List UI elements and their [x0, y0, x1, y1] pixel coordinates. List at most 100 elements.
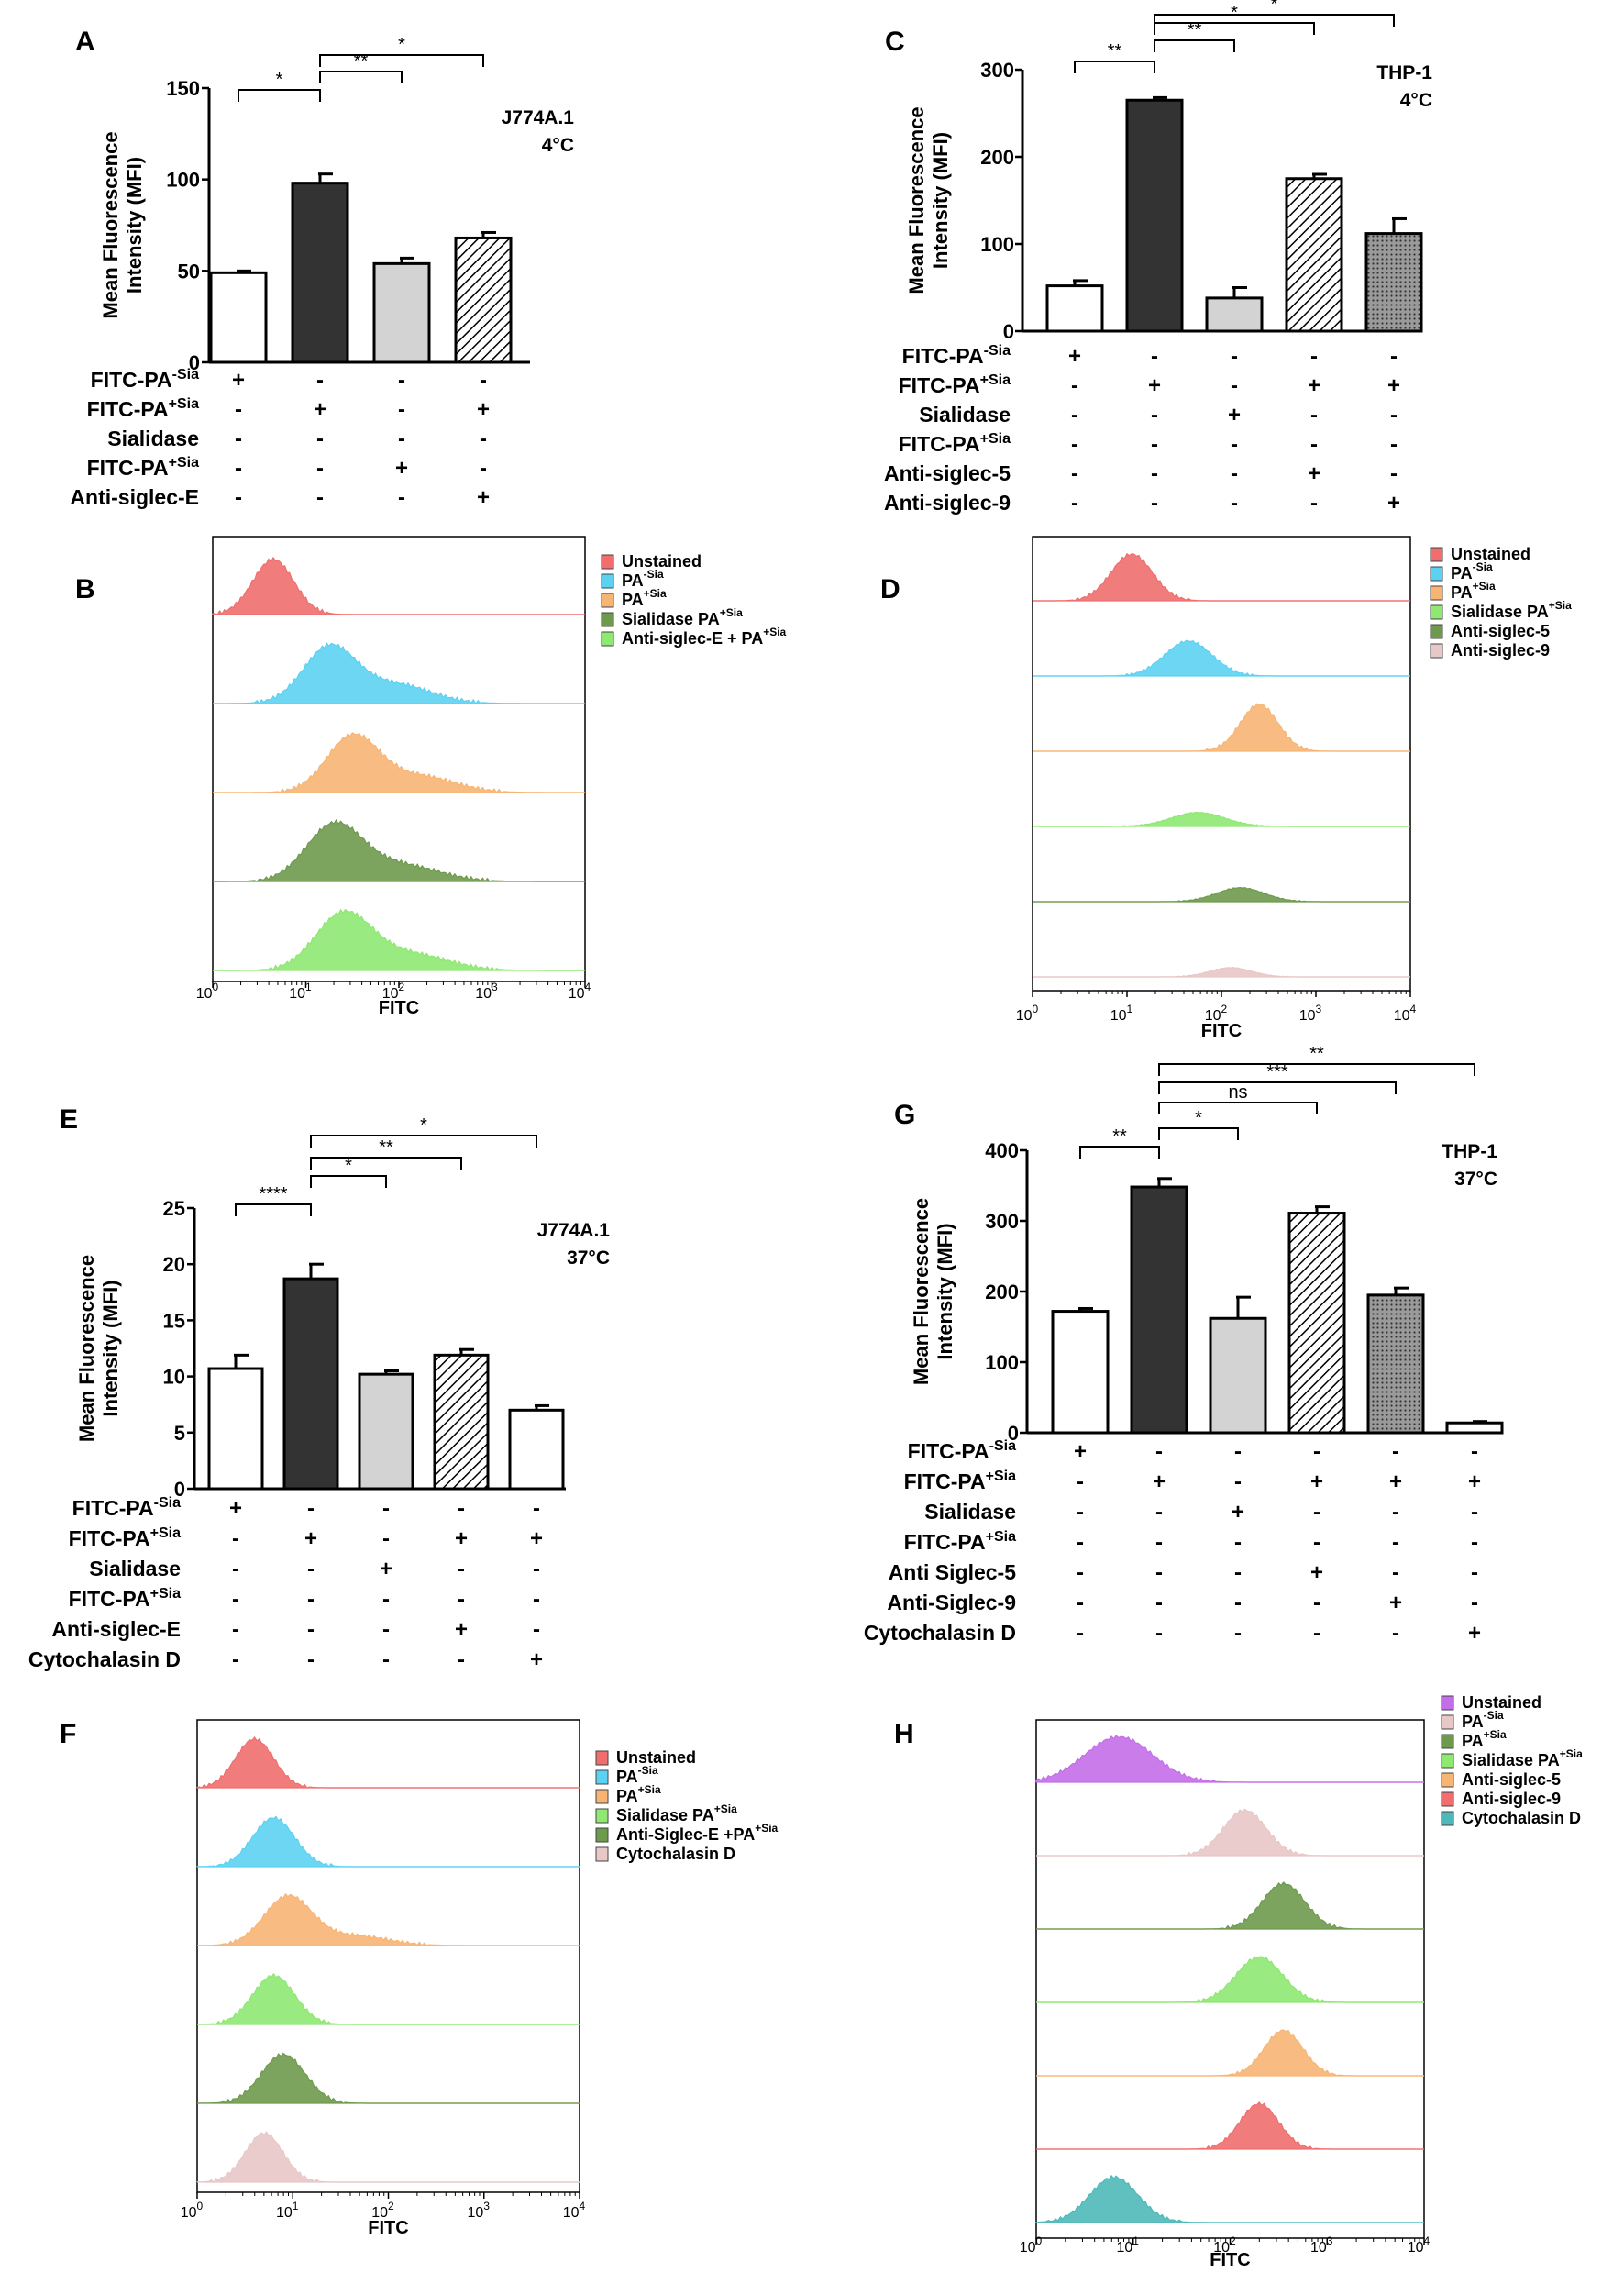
a-condition-mark: - [398, 427, 405, 451]
d-legend-swatch [1430, 604, 1443, 620]
c-condition-mark: - [1071, 461, 1078, 486]
f-x-tick-label: 102 [371, 2200, 394, 2221]
a-condition-label: FITC-PA-Sia [91, 367, 199, 392]
c-condition-label: FITC-PA+Sia [899, 431, 1011, 456]
b-legend-label: Unstained [622, 552, 702, 571]
e-condition-mark: - [382, 1496, 390, 1521]
g-condition-mark: - [1392, 1439, 1399, 1464]
c-y-axis-label: Intensity (MFI) [929, 132, 952, 269]
g-significance-bracket [1079, 1146, 1160, 1159]
f-legend-label: PA-Sia [616, 1764, 658, 1786]
a-bar [372, 261, 431, 364]
c-condition-mark: - [1231, 373, 1238, 398]
c-y-tick-label: 100 [980, 233, 1014, 256]
g-condition-mark: - [1077, 1621, 1084, 1646]
g-condition-mark: - [1392, 1530, 1399, 1555]
c-bar [1364, 232, 1423, 333]
b-x-tick-label: 100 [196, 981, 219, 1002]
d-x-tick-label: 100 [1016, 1003, 1039, 1024]
e-condition-mark: - [232, 1526, 239, 1551]
e-condition-mark: - [458, 1587, 465, 1612]
f-legend-label: Unstained [616, 1748, 696, 1767]
c-condition-mark: - [1151, 344, 1158, 369]
a-condition-label: Anti-siglec-E [70, 485, 199, 509]
g-condition-mark: - [1313, 1439, 1320, 1464]
e-bar [508, 1408, 565, 1491]
d-histogram-track [1033, 886, 1410, 903]
c-condition-mark: + [1308, 373, 1320, 398]
d-histogram-track [1033, 966, 1410, 978]
e-condition-mark: - [382, 1526, 390, 1551]
c-condition-mark: + [1387, 373, 1400, 398]
b-legend-label: PA+Sia [622, 587, 667, 609]
c-condition-mark: - [1310, 491, 1318, 516]
e-condition-mark: - [458, 1557, 465, 1581]
e-condition-mark: - [382, 1587, 390, 1612]
d-legend-swatch [1430, 547, 1443, 562]
e-condition-label: FITC-PA-Sia [72, 1495, 181, 1520]
a-significance-bracket [238, 89, 321, 102]
c-bar [1045, 284, 1104, 333]
e-condition-mark: - [533, 1496, 540, 1521]
c-condition-mark: - [1231, 461, 1238, 486]
a-condition-label: FITC-PA+Sia [87, 455, 199, 480]
f-histogram-track [196, 1815, 580, 1868]
e-significance-bracket [310, 1157, 462, 1170]
f-legend-swatch [595, 1769, 609, 1785]
d-x-axis-label: FITC [1201, 1021, 1242, 1041]
a-condition-mark: - [316, 485, 324, 510]
a-condition-mark: + [477, 397, 490, 422]
b-histogram-track [213, 818, 585, 883]
c-significance-bracket [1154, 39, 1235, 52]
e-condition-mark: - [533, 1617, 540, 1642]
e-significance-label: ** [379, 1137, 393, 1158]
c-condition-label: Anti-siglec-5 [884, 461, 1011, 485]
e-y-tick-label: 20 [163, 1253, 185, 1276]
b-legend-label: Sialidase PA+Sia [622, 606, 743, 628]
a-condition-mark: - [398, 368, 405, 393]
g-condition-mark: + [1074, 1439, 1087, 1464]
a-bar [454, 236, 513, 364]
g-condition-mark: + [1232, 1500, 1244, 1525]
b-legend-swatch [601, 612, 614, 627]
a-y-axis-label: Mean Fluorescence [99, 131, 122, 318]
g-condition-mark: - [1077, 1591, 1084, 1615]
e-condition-mark: - [232, 1617, 239, 1642]
g-condition-mark: - [1077, 1500, 1084, 1525]
e-chart-title: J774A.1 [537, 1220, 611, 1241]
d-x-tick-label: 101 [1110, 1003, 1133, 1024]
d-legend-swatch [1430, 585, 1443, 601]
c-condition-mark: - [1151, 461, 1158, 486]
c-condition-mark: - [1151, 491, 1158, 516]
h-legend-label: Sialidase PA+Sia [1462, 1747, 1583, 1769]
g-condition-mark: - [1471, 1591, 1478, 1615]
e-condition-mark: + [530, 1526, 543, 1551]
h-legend-swatch [1441, 1714, 1454, 1730]
f-histogram-track [196, 2131, 580, 2183]
f-x-tick-label: 100 [181, 2200, 204, 2221]
g-condition-mark: - [1155, 1439, 1163, 1464]
e-y-tick-label: 5 [174, 1422, 185, 1445]
d-legend-label: Unstained [1451, 545, 1530, 563]
f-histogram-track [196, 1735, 580, 1789]
g-condition-mark: - [1234, 1560, 1242, 1585]
c-condition-mark: + [1387, 491, 1400, 516]
a-condition-mark: - [316, 427, 324, 451]
f-legend-label: Sialidase PA+Sia [616, 1802, 737, 1824]
g-condition-mark: - [1392, 1500, 1399, 1525]
h-histogram-track [1036, 1881, 1424, 1930]
e-y-tick-label: 0 [174, 1478, 185, 1501]
b-legend-label: PA-Sia [622, 568, 664, 590]
b-x-tick-label: 102 [382, 981, 405, 1002]
e-condition-label: Anti-siglec-E [51, 1617, 181, 1641]
c-condition-mark: - [1390, 432, 1398, 457]
e-condition-mark: + [455, 1526, 468, 1551]
a-y-axis-label: Intensity (MFI) [123, 157, 146, 294]
c-y-tick-label: 200 [980, 146, 1014, 169]
c-condition-mark: - [1310, 403, 1318, 427]
e-condition-mark: - [307, 1647, 315, 1672]
c-condition-mark: - [1231, 432, 1238, 457]
d-histogram-track [1033, 811, 1410, 827]
a-condition-mark: - [480, 456, 487, 481]
g-condition-mark: - [1155, 1621, 1163, 1646]
